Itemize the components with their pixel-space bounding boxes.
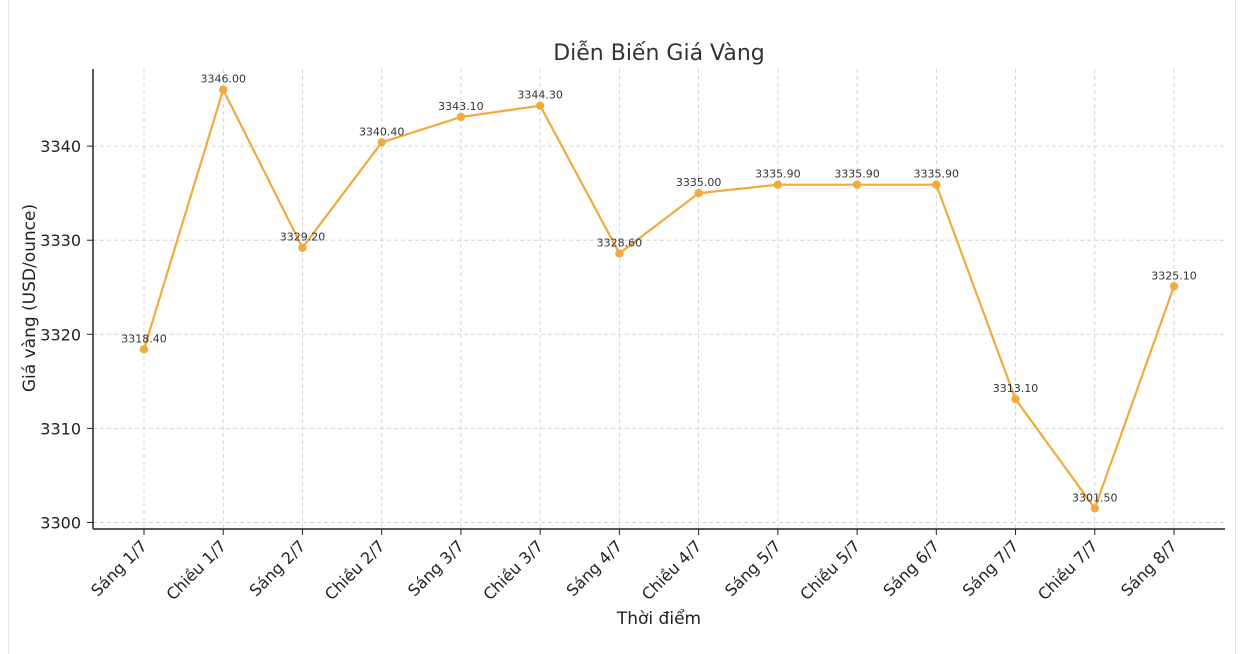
x-tick-label: Sáng 3/7 bbox=[404, 536, 468, 600]
data-label: 3335.90 bbox=[755, 168, 801, 181]
data-label: 3340.40 bbox=[359, 125, 405, 138]
y-tick-label: 3320 bbox=[40, 325, 81, 344]
data-label: 3318.40 bbox=[121, 332, 167, 345]
x-tick-label: Chiều 5/7 bbox=[796, 536, 864, 604]
data-point bbox=[377, 138, 386, 147]
x-tick-label: Chiều 7/7 bbox=[1034, 536, 1102, 604]
data-point bbox=[773, 180, 783, 189]
data-point bbox=[456, 112, 466, 122]
y-tick-label: 3310 bbox=[40, 419, 81, 438]
data-label: 3344.30 bbox=[517, 89, 563, 102]
chart-title: Diễn Biến Giá Vàng bbox=[553, 40, 765, 66]
grid-layer bbox=[93, 69, 1225, 529]
x-tick-label: Sáng 2/7 bbox=[246, 536, 310, 600]
x-tick-label: Chiều 4/7 bbox=[638, 536, 706, 604]
data-label: 3313.10 bbox=[993, 382, 1039, 395]
x-tick-label: Chiều 3/7 bbox=[479, 536, 547, 604]
x-tick-label: Sáng 7/7 bbox=[959, 536, 1023, 600]
data-label: 3335.00 bbox=[676, 176, 722, 189]
data-point bbox=[298, 243, 307, 252]
data-point bbox=[535, 101, 545, 110]
y-tick-label: 3330 bbox=[40, 231, 81, 250]
x-tick-label: Sáng 5/7 bbox=[721, 536, 785, 600]
chart-frame bbox=[8, 0, 1236, 654]
x-tick-label: Sáng 6/7 bbox=[879, 536, 943, 600]
data-point bbox=[852, 180, 862, 189]
data-point bbox=[219, 85, 228, 94]
x-tick-label: Sáng 1/7 bbox=[87, 536, 151, 600]
data-labels-layer: 3318.40 3346.00 3329.20 3340.40 3343.10 3344.… bbox=[121, 73, 1197, 505]
data-label: 3328.60 bbox=[597, 236, 643, 249]
data-label: 3325.10 bbox=[1151, 269, 1197, 282]
y-tick-label: 3300 bbox=[40, 513, 81, 532]
data-point bbox=[694, 188, 703, 198]
data-label: 3301.50 bbox=[1072, 491, 1118, 504]
data-label: 3335.90 bbox=[834, 168, 880, 181]
data-point bbox=[1011, 394, 1020, 404]
data-label: 3346.00 bbox=[200, 73, 246, 86]
x-tick-label: Chiều 1/7 bbox=[162, 536, 230, 604]
data-label: 3343.10 bbox=[438, 100, 484, 113]
y-axis-label: Giá vàng (USD/ounce) bbox=[20, 204, 40, 392]
series-layer bbox=[139, 85, 1179, 513]
x-tick-label: Sáng 8/7 bbox=[1117, 536, 1181, 600]
x-axis-label: Thời điểm bbox=[616, 608, 701, 629]
price-series-line bbox=[142, 88, 1176, 510]
data-point bbox=[932, 180, 941, 189]
data-point bbox=[139, 345, 149, 354]
data-point bbox=[1090, 504, 1099, 513]
data-label: 3329.20 bbox=[280, 231, 326, 244]
x-tick-label: Sáng 4/7 bbox=[563, 536, 627, 600]
x-tick-label: Chiều 2/7 bbox=[321, 536, 389, 604]
data-point bbox=[1169, 282, 1179, 291]
data-point bbox=[615, 249, 624, 258]
axes-layer bbox=[92, 69, 1225, 530]
y-tick-label: 3340 bbox=[40, 137, 81, 156]
data-label: 3335.90 bbox=[914, 168, 960, 181]
